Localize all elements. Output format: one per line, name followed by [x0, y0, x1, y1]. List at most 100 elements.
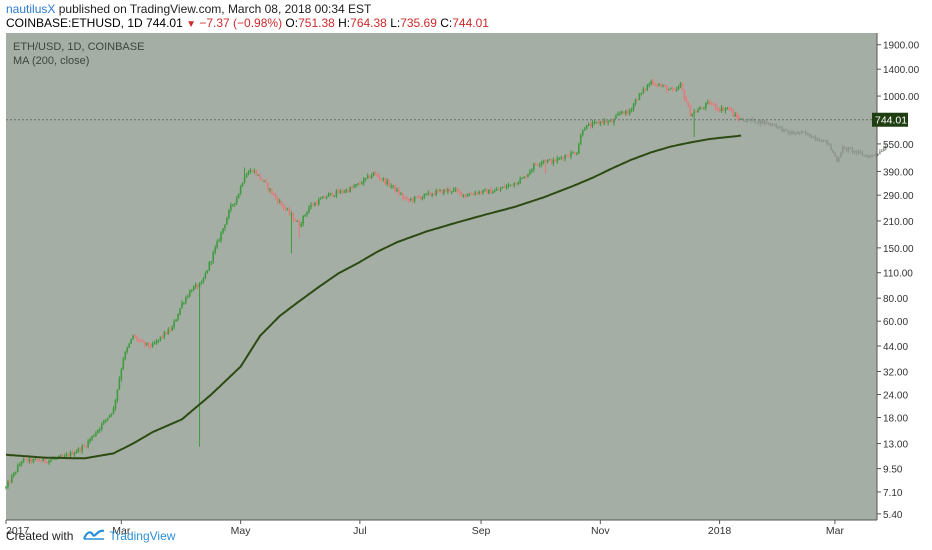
- candle-body: [231, 204, 234, 206]
- candle-body: [730, 108, 733, 111]
- candle-body: [79, 448, 82, 452]
- x-axis[interactable]: 2017MarMayJulSepNov2018MarMay: [5, 520, 932, 537]
- candle-body: [632, 103, 635, 110]
- low-value: 735.69: [400, 16, 437, 30]
- candle-body: [327, 193, 330, 197]
- projection-body: [744, 120, 746, 122]
- candle-body: [427, 192, 430, 194]
- projection-body: [795, 133, 797, 135]
- projection-body: [742, 119, 744, 121]
- candle-body: [556, 158, 559, 162]
- tradingview-brand[interactable]: TradingView: [109, 528, 176, 543]
- candle-body: [597, 121, 600, 124]
- candle-body: [583, 129, 586, 131]
- candle-body: [595, 121, 598, 123]
- candle-body: [484, 189, 486, 191]
- y-tick-label: 44.00: [883, 342, 908, 353]
- publish-header: nautilusX published on TradingView.com, …: [6, 2, 371, 17]
- candle-body: [441, 189, 443, 194]
- y-tick-label: 24.00: [883, 390, 908, 401]
- candle-body: [603, 120, 606, 123]
- candle-body: [218, 240, 220, 242]
- x-tick-label: 2017: [6, 525, 30, 537]
- candle-body: [437, 190, 439, 192]
- candle-body: [591, 122, 594, 127]
- candle-body: [353, 186, 355, 188]
- plot-area[interactable]: [6, 33, 877, 520]
- candle-body: [124, 351, 127, 359]
- candle-body: [26, 459, 29, 462]
- candle-body: [388, 180, 390, 186]
- candle-body: [560, 157, 563, 159]
- price-change: −7.37 (−0.98%): [199, 16, 283, 30]
- candle-body: [163, 332, 166, 337]
- candle-body: [116, 389, 119, 401]
- y-tick-label: 390.00: [883, 167, 914, 178]
- candle-body: [552, 159, 555, 164]
- candle-body: [415, 196, 418, 198]
- candle-body: [372, 172, 375, 176]
- candle-body: [712, 103, 715, 105]
- candle-body: [542, 160, 545, 163]
- candle-body: [626, 110, 629, 114]
- author-link[interactable]: nautilusX: [6, 2, 56, 16]
- x-tick-label: 2018: [708, 525, 732, 537]
- candle-body: [695, 111, 697, 113]
- candle-body: [646, 85, 649, 90]
- candle-body: [664, 85, 666, 87]
- projection-body: [869, 156, 871, 158]
- candle-body: [536, 164, 539, 166]
- candle-body: [216, 241, 218, 248]
- candle-body: [321, 196, 324, 199]
- candle-body: [296, 220, 299, 222]
- candle-body: [673, 89, 676, 91]
- candle-body: [249, 169, 252, 173]
- candle-body: [611, 120, 613, 123]
- current-price-tag: 744.01: [872, 112, 908, 127]
- projection-body: [836, 156, 838, 162]
- projection-body: [802, 131, 805, 133]
- quote-bar: COINBASE:ETHUSD, 1D 744.01 ▼ −7.37 (−0.9…: [6, 16, 489, 32]
- candle-body: [527, 173, 529, 178]
- candle-body: [515, 182, 518, 185]
- candle-body: [20, 461, 23, 465]
- projection-body: [853, 150, 856, 153]
- candle-body: [112, 408, 115, 414]
- y-axis[interactable]: 1900.00 1400.00 1000.00 550.00 390.00 290.00 2…: [877, 41, 920, 521]
- projection-body: [873, 154, 875, 156]
- close-value: 744.01: [452, 16, 489, 30]
- candle-body: [77, 448, 80, 452]
- candle-body: [718, 108, 721, 112]
- projection-body: [879, 151, 881, 154]
- candle-body: [239, 186, 242, 194]
- candle-body: [42, 458, 44, 462]
- candle-body: [306, 211, 308, 215]
- projection-body: [783, 129, 785, 132]
- candle-body: [24, 458, 27, 460]
- candle-body: [454, 189, 457, 191]
- projection-body: [838, 157, 840, 162]
- candle-body: [9, 481, 11, 483]
- candle-body: [241, 183, 244, 187]
- candle-body: [707, 101, 709, 104]
- tradingview-logo-icon[interactable]: [83, 528, 105, 543]
- candle-body: [568, 156, 570, 158]
- x-tick-label: May: [231, 525, 252, 537]
- candle-body: [81, 446, 84, 452]
- projection-body: [777, 126, 780, 128]
- x-tick-label: Mar: [826, 525, 845, 537]
- candle-body: [190, 290, 193, 292]
- projection-body: [826, 139, 828, 144]
- candle-body: [102, 420, 105, 424]
- candle-body: [210, 261, 213, 263]
- candle-body: [253, 170, 256, 172]
- y-tick-label: 290.00: [883, 191, 914, 202]
- candle-body: [226, 217, 228, 225]
- candle-body: [136, 336, 138, 340]
- projection-body: [752, 118, 754, 121]
- projection-body: [759, 120, 762, 124]
- candle-body: [91, 435, 93, 440]
- projection-body: [851, 148, 854, 153]
- candle-body: [13, 472, 15, 476]
